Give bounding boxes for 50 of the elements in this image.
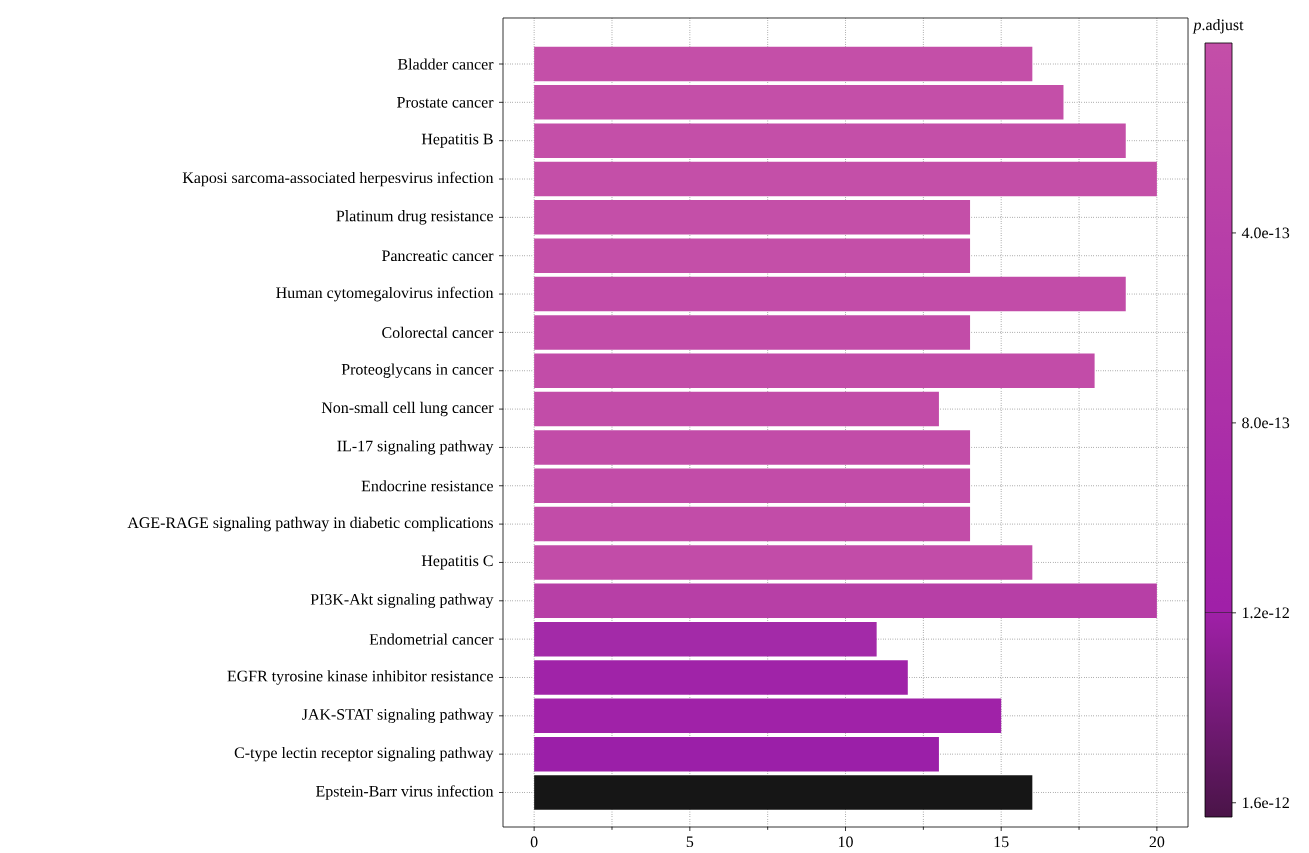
y-tick-label: Proteoglycans in cancer	[341, 363, 494, 379]
bar	[534, 392, 939, 427]
bar	[534, 85, 1064, 120]
x-tick-label: 5	[686, 836, 694, 848]
y-tick-label: PI3K-Akt signaling pathway	[310, 593, 494, 609]
bar	[534, 583, 1157, 619]
bar	[534, 545, 1033, 580]
bar	[534, 123, 1126, 159]
y-tick-label: Platinum drug resistance	[336, 210, 493, 225]
y-tick-label: Epstein-Barr virus infection	[316, 785, 494, 801]
bar	[534, 353, 1095, 389]
bar	[534, 161, 1157, 197]
y-tick-label: Kaposi sarcoma-associated herpesvirus infection	[182, 171, 494, 187]
color-bar-label: 4.0e-13	[1241, 227, 1290, 239]
bar	[534, 507, 971, 542]
y-tick-label: C-type lectin receptor signaling pathway	[234, 747, 494, 762]
y-tick-label: Non-small cell lung cancer	[321, 402, 494, 417]
bar	[534, 315, 971, 350]
bar	[534, 468, 971, 504]
bar	[534, 698, 1002, 734]
color-bar-label: 1.6e-12	[1242, 797, 1289, 809]
y-tick-label: EGFR tyrosine kinase inhibitor resistance	[227, 670, 493, 685]
x-tick-label: 10	[838, 836, 853, 848]
bar	[534, 277, 1126, 312]
x-tick-label: 15	[994, 836, 1009, 848]
y-tick-label: Endometrial cancer	[369, 633, 494, 645]
color-bar-label: 1.2e-12	[1242, 607, 1289, 619]
x-tick-label: 0	[530, 836, 538, 848]
color-bar-label: 8.0e-13	[1242, 417, 1290, 429]
y-tick-label: Colorectal cancer	[382, 326, 494, 339]
bar	[534, 660, 908, 695]
y-tick-label: IL-17 signaling pathway	[337, 440, 494, 455]
y-tick-label: AGE-RAGE signaling pathway in diabetic complications	[127, 517, 493, 532]
x-tick-label: 20	[1149, 836, 1165, 848]
bar	[534, 238, 971, 274]
y-tick-label: JAK-STAT signaling pathway	[302, 708, 494, 724]
bar	[534, 775, 1033, 810]
bar	[534, 622, 877, 657]
bar	[534, 737, 939, 772]
bar	[534, 46, 1033, 82]
y-tick-label: Hepatitis B	[421, 133, 493, 148]
bar	[534, 200, 971, 235]
bar	[534, 430, 971, 465]
y-tick-label: Endocrine resistance	[361, 480, 493, 492]
color-bar-title: p.adjust	[1192, 19, 1244, 34]
y-tick-label: Human cytomegalovirus infection	[276, 286, 494, 302]
y-tick-label: Bladder cancer	[397, 58, 494, 70]
y-tick-label: Hepatitis C	[421, 555, 493, 570]
y-tick-label: Prostate cancer	[397, 97, 494, 108]
y-tick-label: Pancreatic cancer	[382, 250, 494, 262]
